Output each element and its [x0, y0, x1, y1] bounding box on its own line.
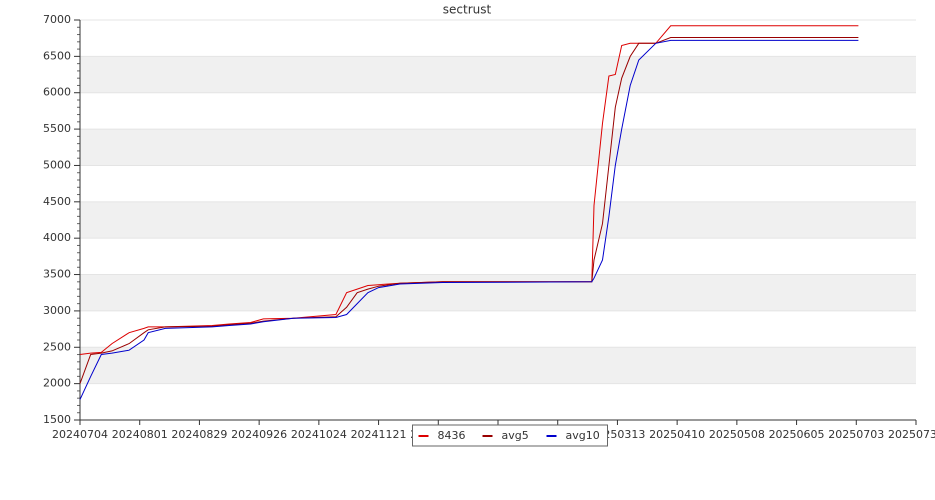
series-line: [79, 37, 859, 384]
y-tick-label: 3500: [43, 268, 71, 281]
x-tick-label: 20250703: [828, 428, 884, 441]
legend-label: avg5: [502, 429, 529, 442]
y-tick-label: 3000: [43, 304, 71, 317]
y-tick-label: 4000: [43, 231, 71, 244]
x-tick-label: 20240801: [112, 428, 168, 441]
x-tick-label: 20240829: [171, 428, 227, 441]
x-tick-label: 20241121: [351, 428, 407, 441]
grid-band: [80, 201, 916, 239]
y-tick-label: 5500: [43, 122, 71, 135]
x-tick-label: 20250731: [888, 428, 935, 441]
x-tick-label: 20250508: [709, 428, 765, 441]
y-tick-label: 1500: [43, 413, 71, 426]
grid-band: [80, 347, 916, 384]
y-tick-label: 4500: [43, 195, 71, 208]
legend-label: 8436: [438, 429, 466, 442]
series-line: [79, 39, 859, 400]
grid-band: [80, 129, 916, 166]
y-tick-label: 6000: [43, 86, 71, 99]
y-tick-label: 7000: [43, 13, 71, 26]
x-tick-label: 20241024: [291, 428, 347, 441]
y-tick-label: 2000: [43, 377, 71, 390]
series-line: [79, 25, 859, 355]
legend-box: [412, 424, 608, 447]
chart-title: sectrust: [443, 3, 492, 17]
y-tick-label: 6500: [43, 49, 71, 62]
legend: 8436 avg5 avg10: [412, 424, 608, 447]
y-tick-label: 5000: [43, 158, 71, 171]
legend-label: avg10: [566, 429, 600, 442]
y-tick-label: 2500: [43, 340, 71, 353]
x-tick-label: 20250605: [769, 428, 825, 441]
x-tick-label: 20240926: [231, 428, 287, 441]
grid-band: [80, 274, 916, 311]
x-tick-label: 20240704: [52, 428, 108, 441]
x-tick-label: 20250410: [649, 428, 705, 441]
grid-band: [80, 56, 916, 93]
